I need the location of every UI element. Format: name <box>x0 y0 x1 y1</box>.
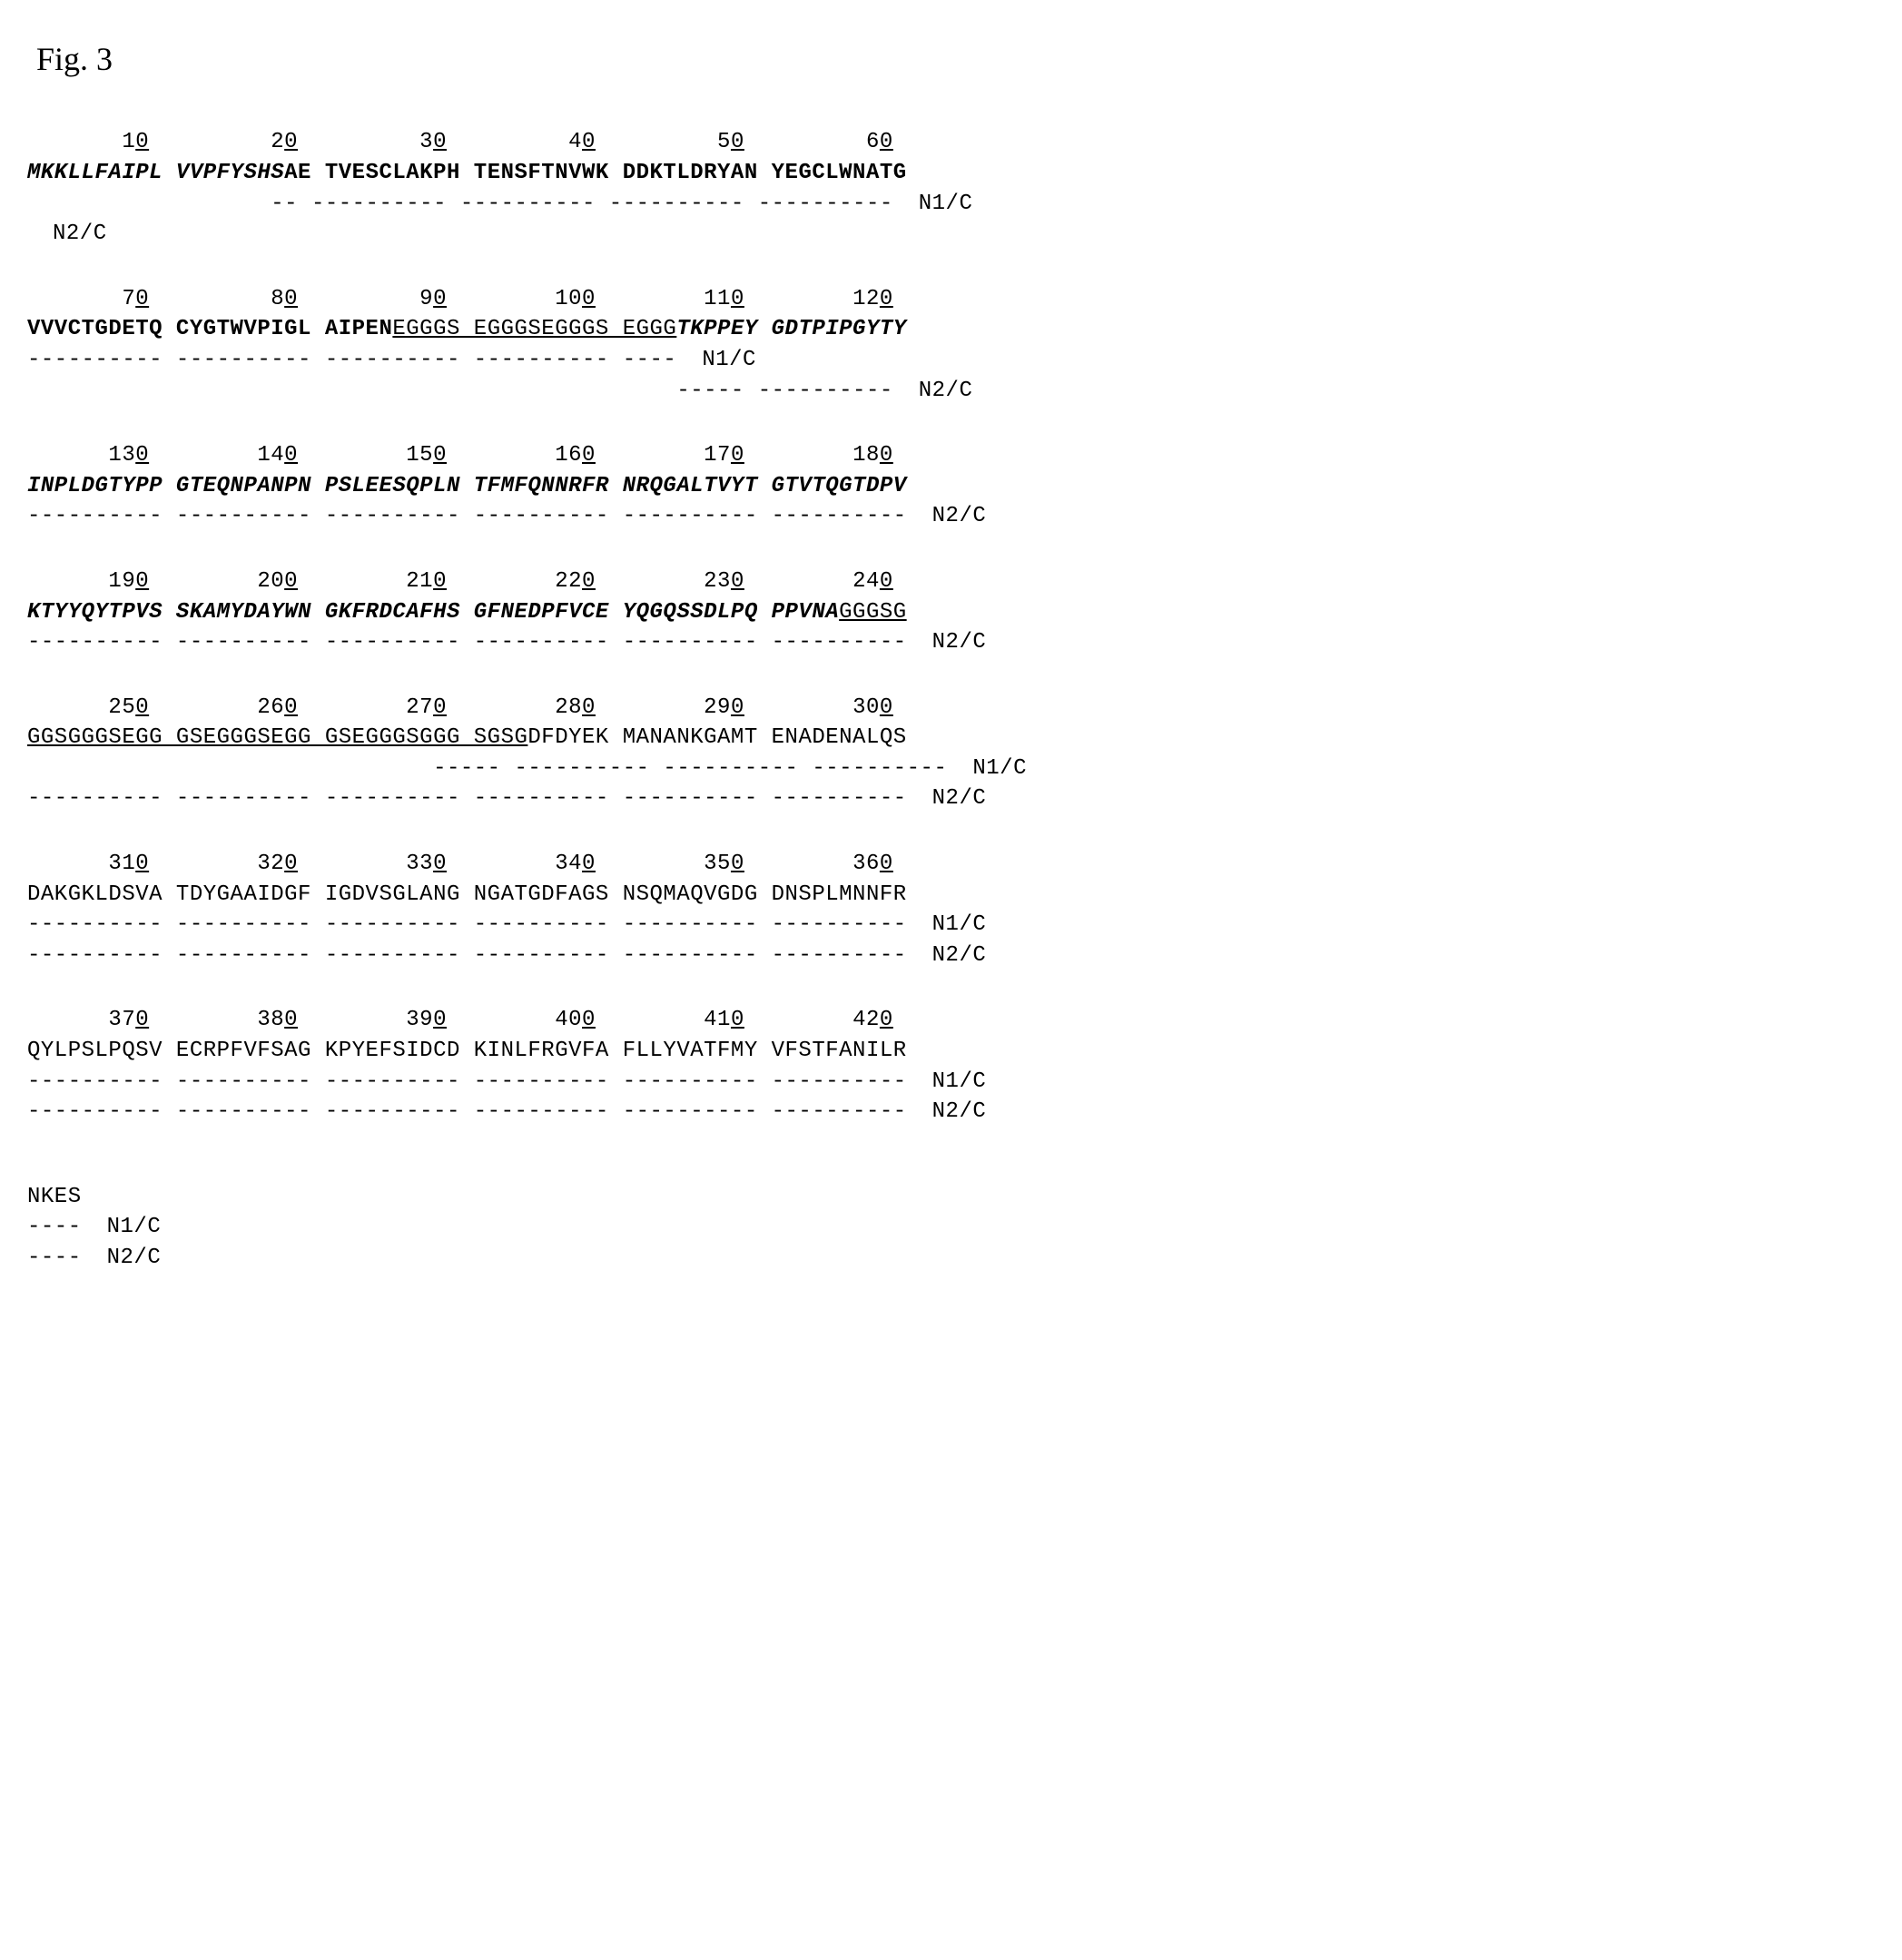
alignment-dashes: ----- ---------- <box>27 376 893 407</box>
sequence-row: NKES <box>27 1182 1875 1213</box>
alignment-label: N2/C <box>932 627 987 658</box>
alignment-dashes: ---------- ---------- ---------- -------… <box>27 783 907 814</box>
alignment-row: ---------- ---------- ---------- -------… <box>27 941 1875 971</box>
alignment-dashes: -- ---------- ---------- ---------- ----… <box>27 189 893 220</box>
position-ruler: 370 380 390 400 410 420 <box>27 1005 1875 1036</box>
alignment-block: 70 80 90 100 110 120VVVCTGDETQ CYGTWVPIG… <box>27 284 1875 406</box>
alignment-dashes: ---------- ---------- ---------- -------… <box>27 1067 907 1098</box>
alignment-row: ---------- ---------- ---------- -------… <box>27 910 1875 941</box>
alignment-label: N1/C <box>702 345 756 376</box>
alignment-label: N2/C <box>107 1243 162 1274</box>
sequence-row: VVVCTGDETQ CYGTWVPIGL AIPENEGGGS EGGGSEG… <box>27 314 1875 345</box>
alignment-row: ---------- ---------- ---------- -------… <box>27 501 1875 532</box>
alignment-row: ---------- ---------- ---------- -------… <box>27 627 1875 658</box>
alignment-dashes: ---- <box>27 1243 82 1274</box>
alignment-dashes: ---------- ---------- ---------- -------… <box>27 345 676 376</box>
alignment-row: ---------- ---------- ---------- -------… <box>27 1097 1875 1128</box>
alignment-label: N2/C <box>932 501 987 532</box>
alignment-label: N2/C <box>932 941 987 971</box>
alignment-block: 130 140 150 160 170 180INPLDGTYPP GTEQNP… <box>27 440 1875 532</box>
alignment-row: ---- N2/C <box>27 1243 1875 1274</box>
alignment-label: N1/C <box>932 1067 987 1098</box>
alignment-row: ---------- ---------- ---------- -------… <box>27 783 1875 814</box>
alignment-block: 250 260 270 280 290 300GGSGGGSEGG GSEGGG… <box>27 693 1875 814</box>
sequence-row: DAKGKLDSVA TDYGAAIDGF IGDVSGLANG NGATGDF… <box>27 880 1875 911</box>
sequence-row: QYLPSLPQSV ECRPFVFSAG KPYEFSIDCD KINLFRG… <box>27 1036 1875 1067</box>
alignment-label: N1/C <box>932 910 987 941</box>
alignment-row: N2/C <box>27 219 1875 250</box>
alignment-block: 190 200 210 220 230 240KTYYQYTPVS SKAMYD… <box>27 566 1875 658</box>
sequence-row: KTYYQYTPVS SKAMYDAYWN GKFRDCAFHS GFNEDPF… <box>27 597 1875 628</box>
alignment-dashes: ---------- ---------- ---------- -------… <box>27 501 907 532</box>
alignment-label: N1/C <box>107 1212 162 1243</box>
alignment-label: N2/C <box>53 219 107 250</box>
sequence-row: INPLDGTYPP GTEQNPANPN PSLEESQPLN TFMFQNN… <box>27 471 1875 502</box>
sequence-row: GGSGGGSEGG GSEGGGSEGG GSEGGGSGGG SGSGDFD… <box>27 723 1875 753</box>
alignment-dashes: ----- ---------- ---------- ---------- <box>27 753 947 784</box>
alignment-row: ----- ---------- N2/C <box>27 376 1875 407</box>
alignment-dashes: ---------- ---------- ---------- -------… <box>27 910 907 941</box>
alignment-label: N1/C <box>919 189 973 220</box>
position-ruler: 190 200 210 220 230 240 <box>27 566 1875 597</box>
alignment-row: ---------- ---------- ---------- -------… <box>27 345 1875 376</box>
alignment-label: N2/C <box>932 1097 987 1128</box>
alignment-block: 370 380 390 400 410 420QYLPSLPQSV ECRPFV… <box>27 1005 1875 1127</box>
alignment-label: N2/C <box>932 783 987 814</box>
alignment-label: N1/C <box>972 753 1027 784</box>
sequence-row: MKKLLFAIPL VVPFYSHSAE TVESCLAKPH TENSFTN… <box>27 158 1875 189</box>
alignment-dashes: ---- <box>27 1212 82 1243</box>
alignment-row: ---------- ---------- ---------- -------… <box>27 1067 1875 1098</box>
alignment-row: ---- N1/C <box>27 1212 1875 1243</box>
alignment-dashes: ---------- ---------- ---------- -------… <box>27 1097 907 1128</box>
position-ruler: 250 260 270 280 290 300 <box>27 693 1875 724</box>
alignment-label: N2/C <box>919 376 973 407</box>
alignment-block-final: NKES----N1/C----N2/C <box>27 1182 1875 1274</box>
position-ruler: 70 80 90 100 110 120 <box>27 284 1875 315</box>
alignment-block: 310 320 330 340 350 360DAKGKLDSVA TDYGAA… <box>27 849 1875 970</box>
alignment-block: 10 20 30 40 50 60MKKLLFAIPL VVPFYSHSAE T… <box>27 127 1875 249</box>
alignment-row: ----- ---------- ---------- ---------- N1… <box>27 753 1875 784</box>
position-ruler: 310 320 330 340 350 360 <box>27 849 1875 880</box>
sequence-alignment: 10 20 30 40 50 60MKKLLFAIPL VVPFYSHSAE T… <box>27 127 1875 1273</box>
position-ruler: 10 20 30 40 50 60 <box>27 127 1875 158</box>
position-ruler: 130 140 150 160 170 180 <box>27 440 1875 471</box>
alignment-row: -- ---------- ---------- ---------- ----… <box>27 189 1875 220</box>
alignment-dashes: ---------- ---------- ---------- -------… <box>27 627 907 658</box>
figure-title: Fig. 3 <box>36 36 1875 82</box>
alignment-dashes: ---------- ---------- ---------- -------… <box>27 941 907 971</box>
